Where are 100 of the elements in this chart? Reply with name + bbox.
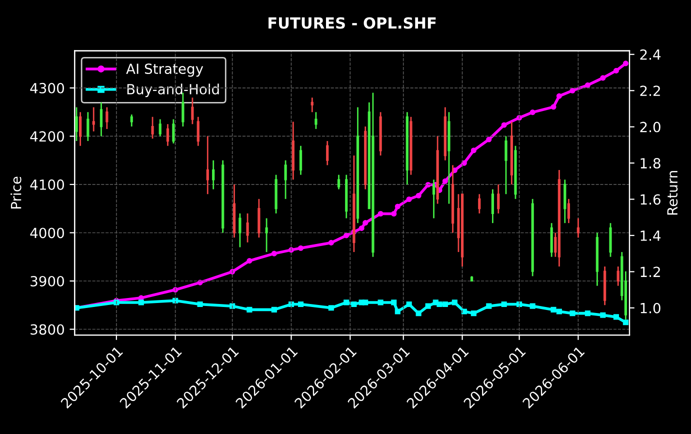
point: [391, 300, 397, 306]
point: [570, 88, 576, 94]
point: [378, 210, 384, 217]
candlestick: [158, 118, 162, 137]
candlestick: [491, 188, 494, 224]
point: [600, 75, 606, 81]
point: [570, 310, 576, 316]
point: [391, 210, 397, 217]
candlestick: [567, 198, 570, 224]
point: [486, 303, 492, 309]
y-tick-label: 3800: [30, 324, 64, 335]
point: [394, 308, 400, 314]
point: [442, 301, 448, 308]
point: [530, 110, 536, 116]
point: [550, 104, 556, 110]
y2-tick-label: 1.8: [640, 158, 660, 169]
y2-axis-title: Return: [667, 171, 678, 215]
candlestick: [92, 106, 95, 132]
candlestick: [246, 212, 249, 244]
candlestick: [206, 136, 209, 195]
point: [416, 192, 422, 198]
point: [288, 247, 294, 253]
point: [271, 250, 277, 256]
candlestick: [432, 178, 436, 219]
point: [442, 178, 448, 184]
candlestick: [314, 111, 318, 130]
candlestick: [497, 184, 500, 214]
y2-tick-label: 2.4: [640, 49, 661, 60]
candlestick: [504, 136, 508, 195]
point: [516, 301, 522, 308]
point: [470, 148, 476, 154]
candlestick: [310, 96, 314, 113]
point: [516, 114, 522, 121]
point: [172, 287, 178, 293]
y2-tick-label: 2.0: [640, 122, 660, 132]
candlestick: [238, 212, 242, 248]
y-tick-label: 4300: [30, 82, 64, 94]
point: [328, 305, 334, 311]
candlestick: [130, 114, 133, 128]
y-tick-label: 4200: [30, 131, 64, 142]
point: [378, 300, 384, 306]
candlestick: [106, 106, 108, 130]
point: [246, 258, 252, 264]
point: [622, 320, 628, 326]
candlestick: [616, 266, 620, 287]
candlestick: [86, 111, 90, 142]
y2-tick-label: 1.0: [640, 302, 660, 314]
point: [470, 310, 476, 316]
y2-tick-label: 2.2: [640, 86, 660, 96]
point: [362, 220, 368, 226]
point: [530, 303, 536, 309]
point: [246, 306, 252, 312]
point: [486, 136, 492, 142]
candlestick: [265, 218, 268, 253]
y2-tick-label: 1.4: [640, 230, 661, 241]
point: [501, 122, 507, 128]
candlestick: [326, 140, 329, 166]
point: [584, 82, 590, 88]
point: [328, 240, 334, 246]
candlestick: [166, 123, 170, 147]
point: [298, 245, 304, 251]
point: [584, 310, 590, 316]
candlestick: [212, 160, 215, 190]
point: [613, 314, 619, 320]
candlestick: [299, 145, 302, 176]
point: [416, 310, 422, 316]
point: [425, 303, 431, 309]
point: [556, 308, 562, 314]
point: [622, 60, 628, 66]
candlestick: [79, 111, 82, 147]
y-tick-label: 4100: [30, 179, 64, 190]
y2-tick-label: 1.2: [640, 266, 660, 277]
point: [230, 268, 236, 274]
y-tick-label: 4000: [30, 228, 64, 238]
point: [362, 300, 368, 306]
candlestick: [196, 116, 200, 147]
candlestick: [478, 193, 481, 214]
candlestick: [151, 116, 154, 140]
point: [461, 308, 467, 314]
point: [358, 225, 364, 231]
candlestick: [172, 118, 175, 144]
point: [556, 93, 562, 99]
point: [298, 301, 304, 308]
candlestick: [191, 96, 194, 125]
candlestick: [100, 102, 103, 137]
point: [138, 300, 144, 306]
point: [613, 68, 619, 74]
point: [600, 312, 606, 318]
point: [351, 301, 357, 308]
legend-label: AI Strategy: [126, 64, 204, 77]
point: [344, 232, 350, 238]
point: [501, 301, 507, 308]
candlestick: [576, 218, 580, 238]
point: [436, 301, 442, 308]
point: [550, 306, 556, 312]
point: [344, 300, 350, 306]
point: [230, 303, 236, 309]
point: [406, 196, 412, 202]
point: [197, 301, 203, 308]
point: [288, 301, 294, 308]
